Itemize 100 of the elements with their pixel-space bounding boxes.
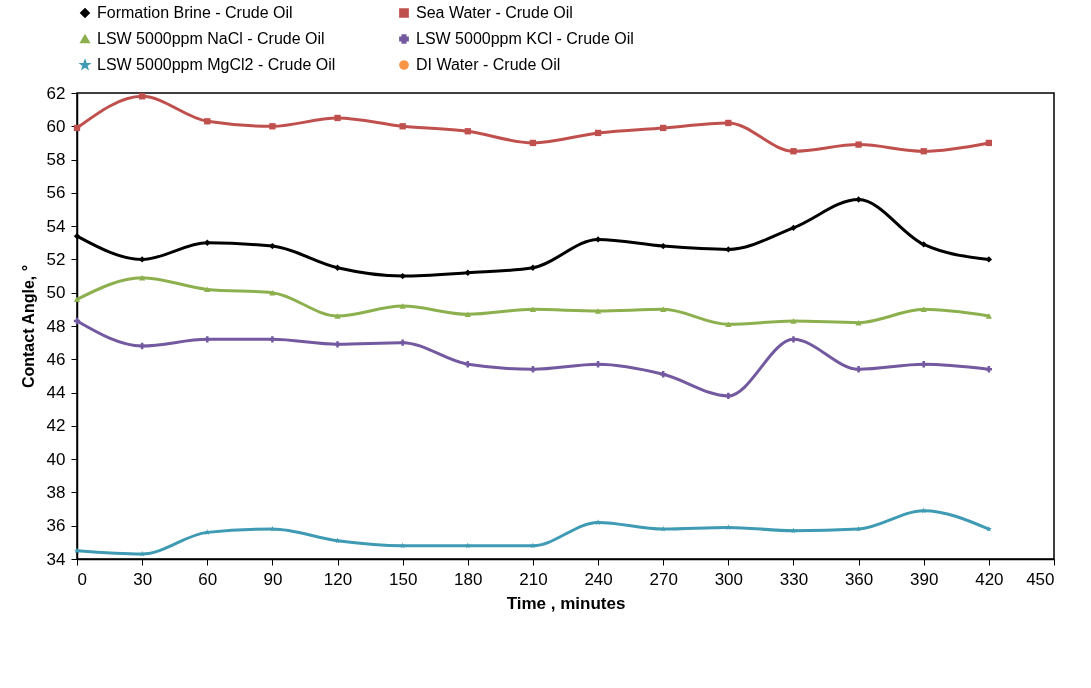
x-tick-label: 150 <box>388 569 418 589</box>
y-tick-label: 62 <box>46 83 66 103</box>
point <box>138 256 146 263</box>
point <box>204 286 211 293</box>
point <box>334 313 341 319</box>
point <box>660 124 667 132</box>
point <box>529 366 537 373</box>
x-tick-label: 210 <box>519 569 548 589</box>
point <box>985 313 993 319</box>
point <box>920 306 927 313</box>
point <box>269 525 276 532</box>
point <box>790 148 797 155</box>
x-tick-label: 30 <box>133 569 153 589</box>
x-tick-label: 60 <box>198 569 218 589</box>
point <box>529 264 537 271</box>
x-tick-label: 180 <box>454 569 483 589</box>
x-tick-label: 120 <box>323 569 353 589</box>
y-tick-label: 60 <box>46 116 66 136</box>
point <box>529 139 537 147</box>
x-tick-label: 450 <box>1026 569 1055 589</box>
point <box>985 139 993 147</box>
point <box>985 366 993 373</box>
point <box>725 119 732 127</box>
point <box>138 93 146 100</box>
legend-label: LSW 5000ppm KCl - Crude Oil <box>416 30 634 47</box>
point <box>269 123 276 130</box>
point <box>660 306 667 313</box>
point <box>269 336 276 343</box>
point <box>334 114 341 122</box>
y-tick-label: 54 <box>46 216 66 236</box>
point <box>334 264 341 271</box>
x-tick-label: 360 <box>844 569 874 589</box>
point <box>399 123 406 130</box>
y-tick-label: 52 <box>46 249 66 269</box>
y-tick-label: 40 <box>46 449 66 469</box>
point <box>660 242 667 250</box>
y-tick-label: 42 <box>46 416 66 436</box>
y-tick-label: 48 <box>46 316 66 336</box>
point <box>725 524 732 530</box>
point <box>594 308 602 314</box>
y-tick-label: 36 <box>46 516 66 536</box>
y-tick-label: 50 <box>46 283 66 303</box>
point <box>855 196 862 203</box>
x-tick-label: 0 <box>77 569 87 589</box>
legend-label: DI Water - Crude Oil <box>416 56 561 73</box>
legend-label: LSW 5000ppm MgCl2 - Crude Oil <box>97 56 336 73</box>
point <box>399 542 406 549</box>
point <box>594 361 602 368</box>
point <box>725 321 732 328</box>
point <box>790 318 797 324</box>
point <box>73 232 81 240</box>
y-tick-label: 38 <box>46 482 66 502</box>
point <box>73 124 81 132</box>
point <box>920 241 927 248</box>
point <box>855 366 862 373</box>
point <box>594 129 602 137</box>
point <box>464 269 471 276</box>
point <box>985 256 993 263</box>
point <box>334 341 341 348</box>
y-tick-label: 44 <box>46 383 66 403</box>
y-tick-label: 46 <box>46 349 66 369</box>
x-tick-label: 240 <box>584 569 613 589</box>
point <box>855 141 862 148</box>
point <box>790 527 797 534</box>
point <box>594 236 602 243</box>
point <box>204 239 211 246</box>
point <box>73 296 81 303</box>
point <box>920 148 927 155</box>
point <box>399 303 406 309</box>
legend-label: LSW 5000ppm NaCl - Crude Oil <box>97 30 325 47</box>
x-tick-label: 330 <box>779 569 809 589</box>
point <box>464 128 471 135</box>
point <box>529 306 537 313</box>
y-axis-title: Contact Angle, ° <box>19 264 37 389</box>
x-tick-label: 90 <box>263 569 283 589</box>
point <box>269 242 276 250</box>
y-tick-label: 56 <box>46 183 66 203</box>
x-axis-title: Time , minutes <box>506 593 626 613</box>
point <box>660 371 667 378</box>
point <box>464 311 471 318</box>
point <box>725 392 732 400</box>
y-tick-label: 34 <box>46 549 66 569</box>
point <box>399 339 406 346</box>
point <box>204 336 211 343</box>
x-tick-label: 270 <box>649 569 678 589</box>
point <box>790 224 797 231</box>
point <box>399 272 406 280</box>
point <box>725 246 732 253</box>
y-tick-label: 58 <box>46 150 66 170</box>
point <box>464 361 471 368</box>
point <box>790 336 797 343</box>
point <box>595 519 602 525</box>
point <box>204 118 211 125</box>
x-tick-label: 390 <box>910 569 939 589</box>
point <box>855 525 862 532</box>
point <box>920 507 927 514</box>
legend-label: Sea Water - Crude Oil <box>416 4 573 21</box>
point <box>920 361 927 368</box>
x-tick-label: 420 <box>975 569 1004 589</box>
x-tick-label: 300 <box>714 569 744 589</box>
